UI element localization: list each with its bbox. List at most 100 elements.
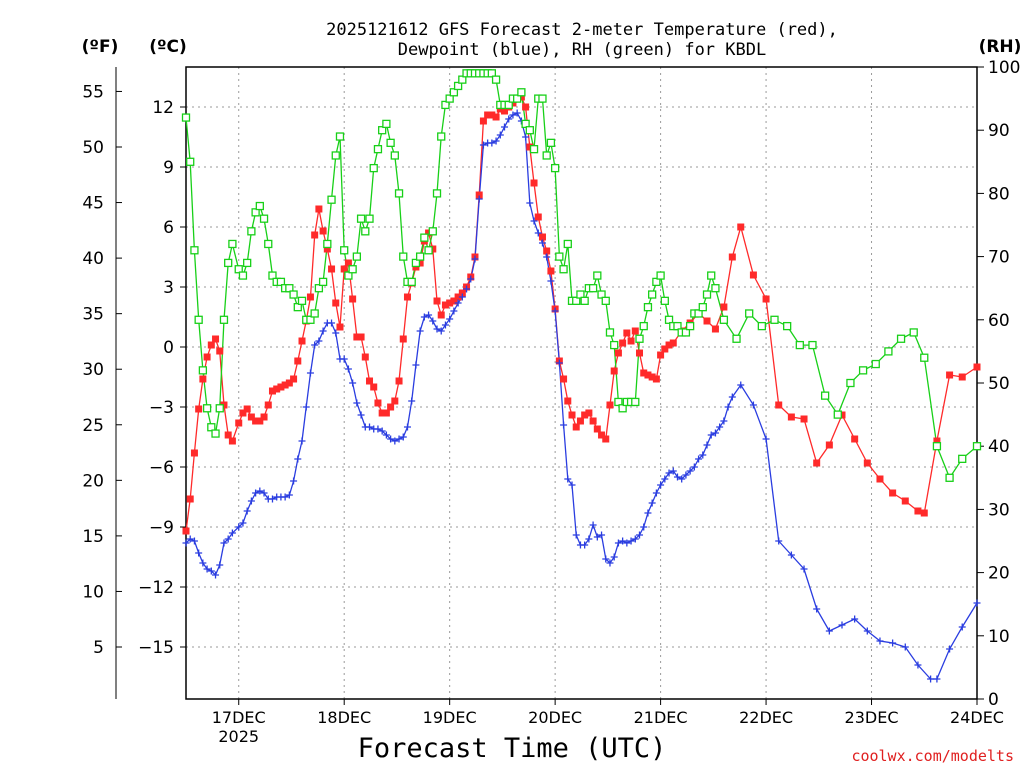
dewpoint-point [408, 397, 416, 405]
dewpoint-point [547, 277, 555, 285]
rh-point [487, 69, 497, 78]
rh-point [411, 258, 421, 268]
dewpoint-point [522, 133, 530, 141]
rh-point [958, 454, 967, 463]
temperature-point [644, 371, 652, 379]
dewpoint-point [564, 475, 572, 483]
temperature-point [332, 299, 340, 307]
dewpoint-point [876, 637, 884, 645]
rh-point [219, 315, 229, 324]
temperature-point [602, 435, 610, 443]
rh-point [323, 239, 332, 249]
dewpoint-point [450, 307, 458, 315]
dewpoint-point [207, 567, 215, 575]
temperature-point [568, 411, 576, 419]
rh-point [597, 290, 606, 299]
celsius-tick-label: 3 [163, 278, 174, 298]
temperature-point [530, 179, 538, 187]
dewpoint-point [256, 487, 264, 495]
rh-point [331, 151, 340, 160]
temperature-point [247, 413, 255, 421]
fahrenheit-tick-label: 25 [82, 416, 104, 436]
rh-point [605, 328, 615, 337]
rh-point [415, 252, 425, 261]
rh-point [858, 366, 868, 375]
rh-point [546, 138, 556, 147]
rh-tick-label: 0 [988, 690, 999, 710]
rh-point [491, 75, 501, 84]
dewpoint-point [728, 393, 736, 401]
temperature-point [661, 345, 669, 353]
rh-point [884, 347, 893, 356]
rh-point [711, 284, 720, 293]
dewpoint-point [281, 493, 289, 501]
temperature-point [224, 431, 232, 439]
rh-point [559, 265, 568, 274]
temperature-point [703, 317, 711, 325]
temperature-point [429, 245, 437, 253]
temperature-point [340, 265, 348, 273]
rh-point [211, 429, 220, 438]
fahrenheit-tick-label: 30 [82, 360, 104, 380]
credit-link[interactable]: coolwx.com/modelts [851, 747, 1014, 765]
temperature-point [395, 377, 403, 385]
dewpoint-point [914, 661, 922, 669]
celsius-tick-label: −3 [149, 398, 174, 418]
rh-point [610, 340, 619, 350]
temperature-point [403, 293, 411, 301]
dewpoint-point [195, 549, 203, 557]
dewpoint-point [825, 627, 833, 635]
dewpoint-point [319, 327, 327, 335]
rh-point [437, 132, 446, 141]
dewpoint-point [311, 341, 319, 349]
rh-point [643, 303, 653, 312]
temperature-point [252, 417, 260, 425]
dewpoint-point [749, 401, 757, 409]
rh-point [386, 138, 395, 147]
temperature-point [323, 245, 331, 253]
rh-point [259, 214, 269, 223]
rh-tick-label: 40 [988, 437, 1010, 457]
dewpoint-point [298, 437, 306, 445]
temperature-point [378, 409, 386, 417]
dewpoint-point [695, 455, 703, 463]
rh-point [521, 119, 530, 129]
temperature-point [387, 403, 395, 411]
rh-tick-label: 50 [988, 374, 1010, 394]
dewpoint-point [441, 321, 449, 329]
x-tick-label: 18DEC [317, 708, 371, 727]
dewpoint-point [437, 327, 445, 335]
rh-point [719, 315, 729, 324]
rh-tick-label: 70 [988, 248, 1010, 268]
rh-point [896, 334, 906, 343]
rh-point [783, 321, 792, 331]
temperature-point [863, 459, 871, 467]
rh-point [327, 195, 336, 204]
temperature-point [652, 375, 660, 383]
temperature-point [260, 413, 268, 421]
rh-point [529, 145, 539, 154]
rh-point [846, 378, 855, 388]
fahrenheit-tick-label: 50 [82, 138, 104, 158]
temperature-point [281, 381, 289, 389]
rh-tick-label: 100 [988, 58, 1020, 78]
dewpoint-point [412, 361, 420, 369]
temperature-point [285, 379, 293, 387]
temperature-point [492, 113, 500, 121]
dewpoint-point [933, 675, 941, 683]
rh-point [289, 290, 298, 299]
dewpoint-point [212, 571, 220, 579]
rh-point [614, 397, 623, 407]
temperature-point [475, 191, 483, 199]
rh-point [525, 126, 534, 135]
dewpoint-point [703, 441, 711, 449]
temperature-point [901, 497, 909, 505]
dewpoint-point [395, 435, 403, 443]
x-axis-title: Forecast Time (UTC) [358, 733, 667, 764]
rh-point [432, 189, 442, 198]
rh-point [593, 271, 602, 280]
rh-point [318, 277, 328, 287]
rh-point [348, 265, 357, 274]
temperature-point [711, 325, 719, 333]
